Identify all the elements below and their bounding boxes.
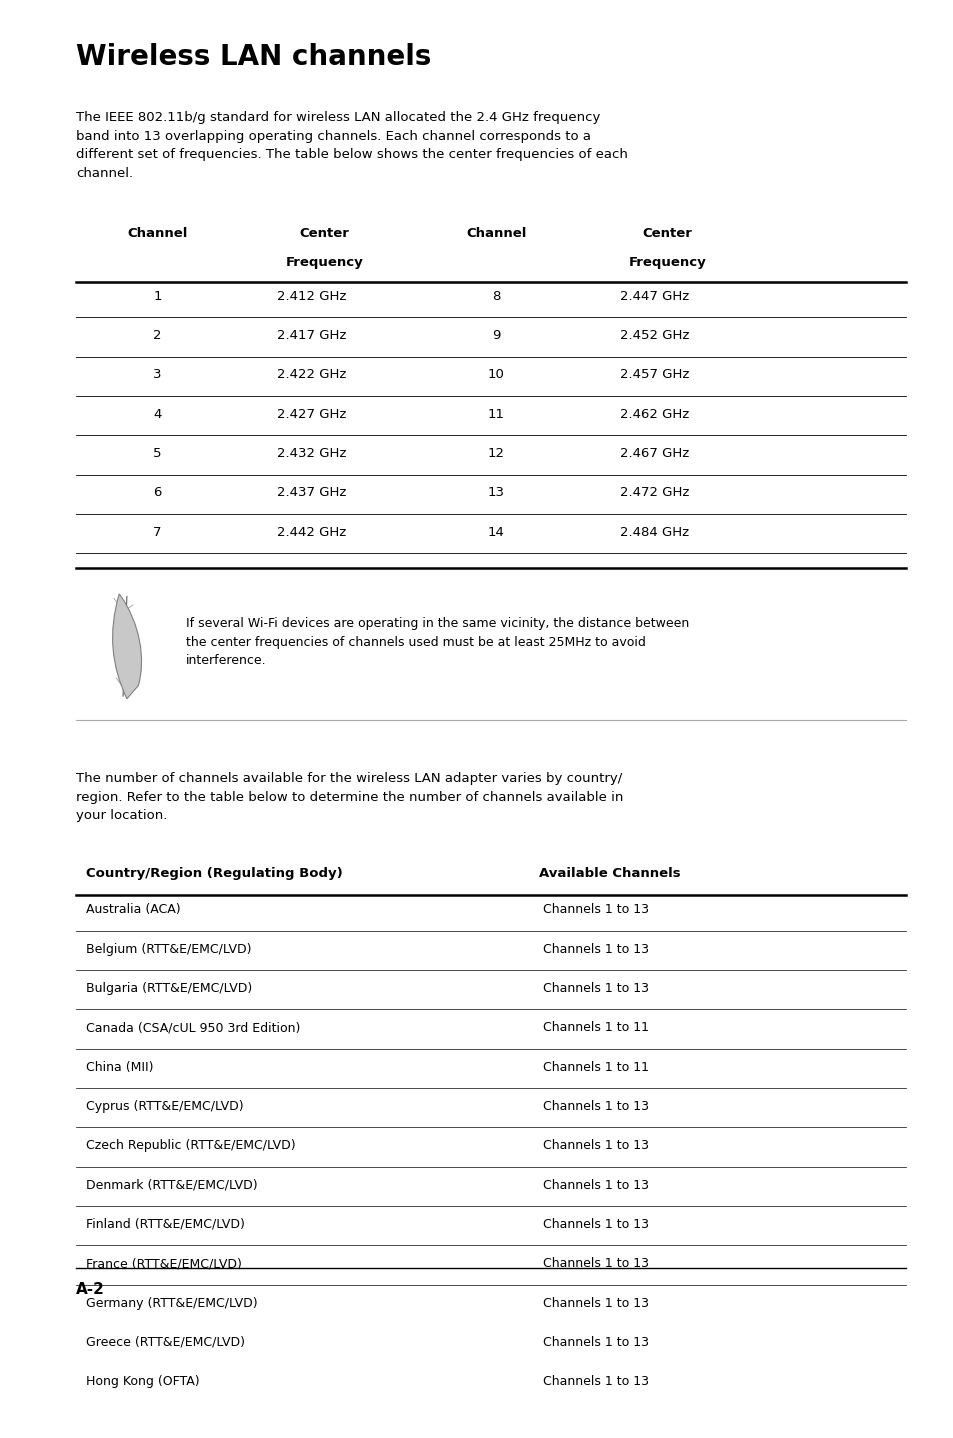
Text: Belgium (RTT&E/EMC/LVD): Belgium (RTT&E/EMC/LVD) bbox=[86, 942, 251, 956]
Text: 7: 7 bbox=[153, 526, 161, 539]
Text: Channel: Channel bbox=[465, 227, 526, 240]
Text: Country/Region (Regulating Body): Country/Region (Regulating Body) bbox=[86, 867, 342, 880]
Text: 14: 14 bbox=[487, 526, 504, 539]
Text: 5: 5 bbox=[153, 447, 161, 460]
Text: Channels 1 to 13: Channels 1 to 13 bbox=[542, 1218, 649, 1231]
Text: Center: Center bbox=[642, 227, 692, 240]
Text: Channels 1 to 13: Channels 1 to 13 bbox=[542, 982, 649, 995]
Text: 12: 12 bbox=[487, 447, 504, 460]
Text: Hong Kong (OFTA): Hong Kong (OFTA) bbox=[86, 1375, 199, 1388]
Text: 2.462 GHz: 2.462 GHz bbox=[619, 408, 689, 421]
Text: 2.427 GHz: 2.427 GHz bbox=[276, 408, 346, 421]
Text: 8: 8 bbox=[492, 289, 499, 303]
Text: Channels 1 to 13: Channels 1 to 13 bbox=[542, 1139, 649, 1152]
Text: Channels 1 to 13: Channels 1 to 13 bbox=[542, 1297, 649, 1310]
Text: 3: 3 bbox=[153, 368, 161, 381]
Text: Australia (ACA): Australia (ACA) bbox=[86, 903, 180, 916]
Text: 9: 9 bbox=[492, 329, 499, 342]
Text: 2.457 GHz: 2.457 GHz bbox=[619, 368, 689, 381]
Text: Cyprus (RTT&E/EMC/LVD): Cyprus (RTT&E/EMC/LVD) bbox=[86, 1100, 243, 1113]
Text: Channels 1 to 13: Channels 1 to 13 bbox=[542, 1179, 649, 1192]
Text: Channels 1 to 13: Channels 1 to 13 bbox=[542, 903, 649, 916]
Text: Channel: Channel bbox=[127, 227, 188, 240]
Text: Channels 1 to 13: Channels 1 to 13 bbox=[542, 942, 649, 956]
Text: A-2: A-2 bbox=[76, 1283, 105, 1297]
Text: 6: 6 bbox=[153, 486, 161, 499]
Text: Finland (RTT&E/EMC/LVD): Finland (RTT&E/EMC/LVD) bbox=[86, 1218, 245, 1231]
Text: Center: Center bbox=[299, 227, 349, 240]
Text: If several Wi-Fi devices are operating in the same vicinity, the distance betwee: If several Wi-Fi devices are operating i… bbox=[186, 617, 689, 667]
Text: France (RTT&E/EMC/LVD): France (RTT&E/EMC/LVD) bbox=[86, 1257, 241, 1270]
Text: Available Channels: Available Channels bbox=[538, 867, 679, 880]
Text: Greece (RTT&E/EMC/LVD): Greece (RTT&E/EMC/LVD) bbox=[86, 1336, 245, 1349]
Text: Channels 1 to 13: Channels 1 to 13 bbox=[542, 1257, 649, 1270]
Text: Canada (CSA/cUL 950 3rd Edition): Canada (CSA/cUL 950 3rd Edition) bbox=[86, 1021, 300, 1034]
Text: 10: 10 bbox=[487, 368, 504, 381]
Text: Germany (RTT&E/EMC/LVD): Germany (RTT&E/EMC/LVD) bbox=[86, 1297, 257, 1310]
Text: The number of channels available for the wireless LAN adapter varies by country/: The number of channels available for the… bbox=[76, 772, 623, 823]
Text: 2.412 GHz: 2.412 GHz bbox=[276, 289, 346, 303]
Text: 4: 4 bbox=[153, 408, 161, 421]
Text: Wireless LAN channels: Wireless LAN channels bbox=[76, 43, 432, 72]
Text: 2.447 GHz: 2.447 GHz bbox=[619, 289, 689, 303]
Text: 1: 1 bbox=[153, 289, 161, 303]
Text: 2.422 GHz: 2.422 GHz bbox=[276, 368, 346, 381]
Text: 2.442 GHz: 2.442 GHz bbox=[276, 526, 346, 539]
Text: 2.437 GHz: 2.437 GHz bbox=[276, 486, 346, 499]
Text: Channels 1 to 13: Channels 1 to 13 bbox=[542, 1336, 649, 1349]
Text: 11: 11 bbox=[487, 408, 504, 421]
Text: 2.452 GHz: 2.452 GHz bbox=[619, 329, 689, 342]
Text: 2.484 GHz: 2.484 GHz bbox=[619, 526, 688, 539]
Text: Denmark (RTT&E/EMC/LVD): Denmark (RTT&E/EMC/LVD) bbox=[86, 1179, 257, 1192]
Text: China (MII): China (MII) bbox=[86, 1061, 153, 1074]
Text: Channels 1 to 11: Channels 1 to 11 bbox=[542, 1021, 649, 1034]
Text: 2: 2 bbox=[153, 329, 161, 342]
Text: 2.467 GHz: 2.467 GHz bbox=[619, 447, 689, 460]
Text: Czech Republic (RTT&E/EMC/LVD): Czech Republic (RTT&E/EMC/LVD) bbox=[86, 1139, 295, 1152]
Text: Bulgaria (RTT&E/EMC/LVD): Bulgaria (RTT&E/EMC/LVD) bbox=[86, 982, 252, 995]
Text: 13: 13 bbox=[487, 486, 504, 499]
Text: Frequency: Frequency bbox=[285, 256, 363, 269]
Text: Frequency: Frequency bbox=[628, 256, 706, 269]
Text: Channels 1 to 13: Channels 1 to 13 bbox=[542, 1100, 649, 1113]
Text: The IEEE 802.11b/g standard for wireless LAN allocated the 2.4 GHz frequency
ban: The IEEE 802.11b/g standard for wireless… bbox=[76, 111, 627, 180]
PathPatch shape bbox=[112, 594, 141, 699]
Text: Channels 1 to 13: Channels 1 to 13 bbox=[542, 1375, 649, 1388]
Text: 2.432 GHz: 2.432 GHz bbox=[276, 447, 346, 460]
Text: Channels 1 to 11: Channels 1 to 11 bbox=[542, 1061, 649, 1074]
Text: 2.472 GHz: 2.472 GHz bbox=[619, 486, 689, 499]
Text: 2.417 GHz: 2.417 GHz bbox=[276, 329, 346, 342]
